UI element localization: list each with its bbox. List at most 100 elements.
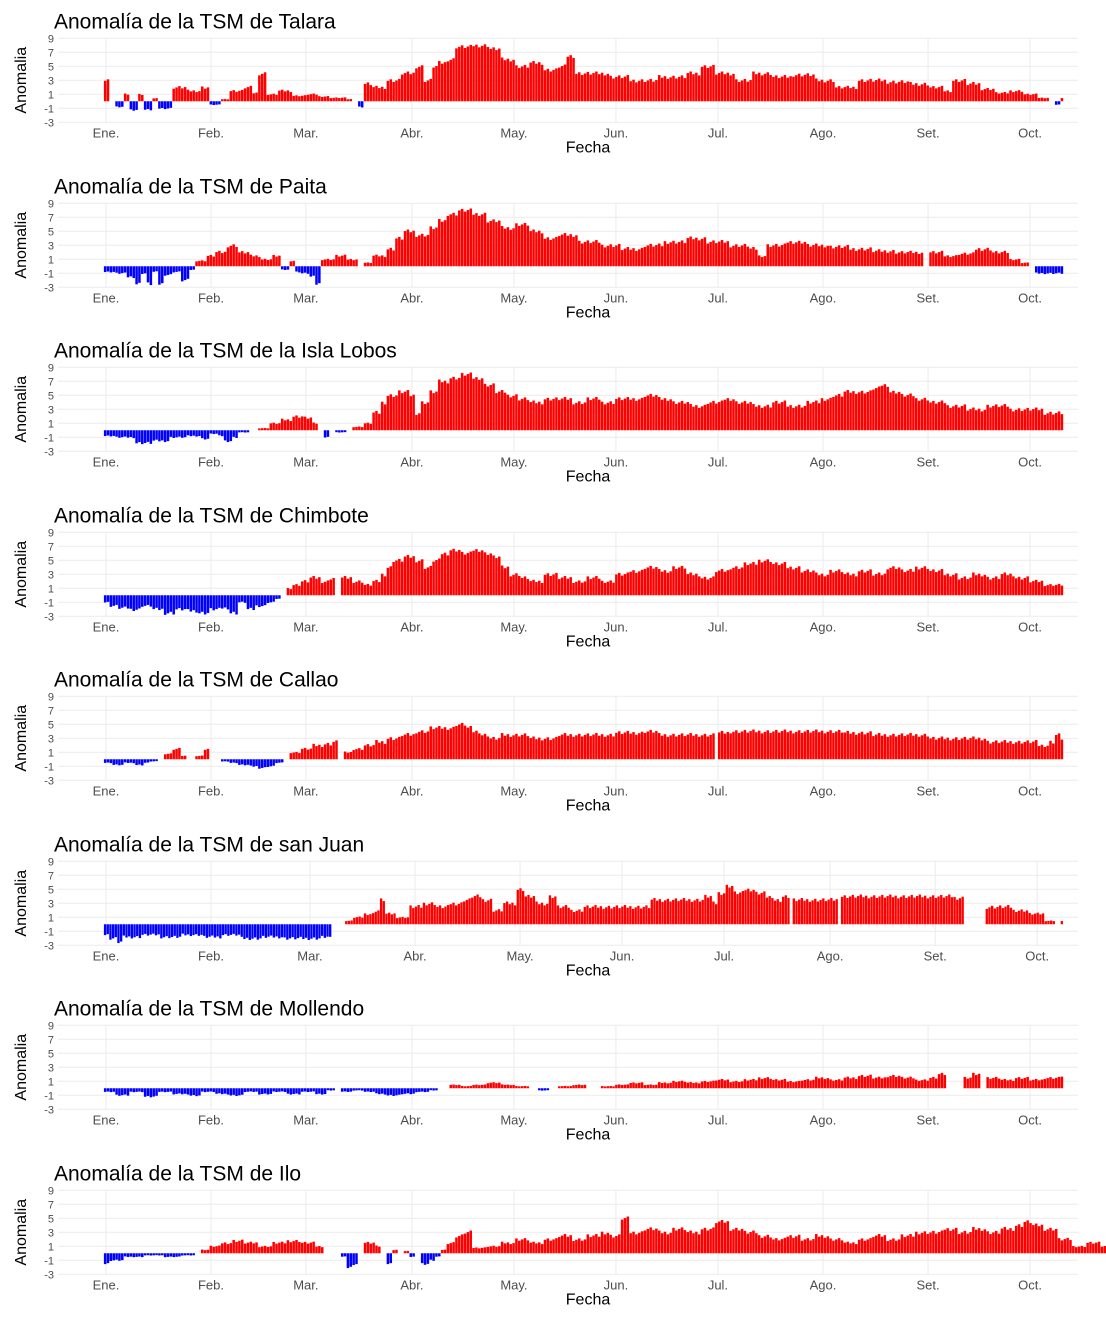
bar [286,90,290,102]
bar [406,71,410,102]
bar [915,398,918,431]
bar [639,907,643,924]
y-tick-label: 3 [48,75,54,87]
bar [929,896,932,924]
bar [540,404,544,431]
bar [446,215,450,266]
bar [869,246,872,266]
bar [243,759,247,766]
bar [395,1088,398,1096]
bar [937,251,941,266]
bar [817,574,821,595]
bar [1017,258,1021,266]
bar [192,1252,195,1255]
chart-panel-1: Anomalía de la TSM de Talara97531-1-3Ene… [13,10,1078,156]
bar [189,91,193,102]
bar [435,1252,438,1257]
bar [994,92,998,102]
bar [543,238,547,266]
bar [292,584,295,595]
bar [1060,739,1064,760]
bar [258,594,261,607]
bar [260,1245,264,1253]
bar [132,101,135,111]
bar [296,923,300,938]
bar [652,396,655,431]
bar [966,1078,969,1089]
bar [498,391,501,431]
bar [595,397,598,431]
bar [380,86,384,102]
bar [141,1088,144,1093]
bar [675,568,678,595]
bar [315,746,318,760]
bar [560,1235,564,1253]
bar [954,79,958,102]
bar [209,1088,213,1092]
bar [189,1252,193,1255]
bar [161,430,164,441]
bar [422,902,426,924]
bar [1017,90,1021,102]
bar [529,1242,532,1253]
bar [612,403,615,431]
bar [578,240,581,266]
bar [480,213,484,266]
bar [735,243,738,266]
bar [515,1086,518,1089]
bar [272,759,275,766]
bar [786,406,789,431]
bar [743,400,747,431]
bar [823,733,827,760]
bar [335,97,338,102]
bar [863,1240,867,1253]
bar [118,759,121,766]
bar [683,1229,687,1253]
bar [832,571,835,595]
bar [205,923,209,938]
bar [366,1241,370,1253]
bar [881,894,884,924]
bar [201,430,204,439]
bar [792,897,795,924]
bar [672,733,675,760]
bar [652,1085,655,1089]
bar [960,80,964,102]
bar [755,249,758,266]
bar [318,1245,321,1253]
bar [1049,920,1053,924]
bar [703,1080,707,1089]
bar [586,575,590,595]
bar [680,1080,684,1089]
bar [859,894,862,924]
bar [352,750,355,760]
bar [138,265,141,283]
bar [320,923,324,936]
bar [412,230,415,266]
x-tick-label: May. [506,948,533,963]
bar [609,1086,612,1089]
bar [466,552,470,595]
bar [412,394,415,431]
bar [340,1252,344,1257]
bar [121,101,124,107]
bar [877,572,881,595]
bar [486,1083,490,1089]
bar [272,422,275,431]
bar [697,407,701,431]
bar [693,899,696,924]
bar [830,897,833,924]
bar [143,1252,147,1255]
bar [629,1232,632,1253]
bar [935,252,938,266]
bar [398,390,401,431]
bar [777,246,781,266]
bar [897,251,901,266]
bar [506,1084,510,1089]
bar [240,1088,244,1095]
bar [109,594,113,607]
bar [920,735,924,760]
bar [498,220,501,266]
bar [423,732,427,760]
bar [106,265,110,272]
